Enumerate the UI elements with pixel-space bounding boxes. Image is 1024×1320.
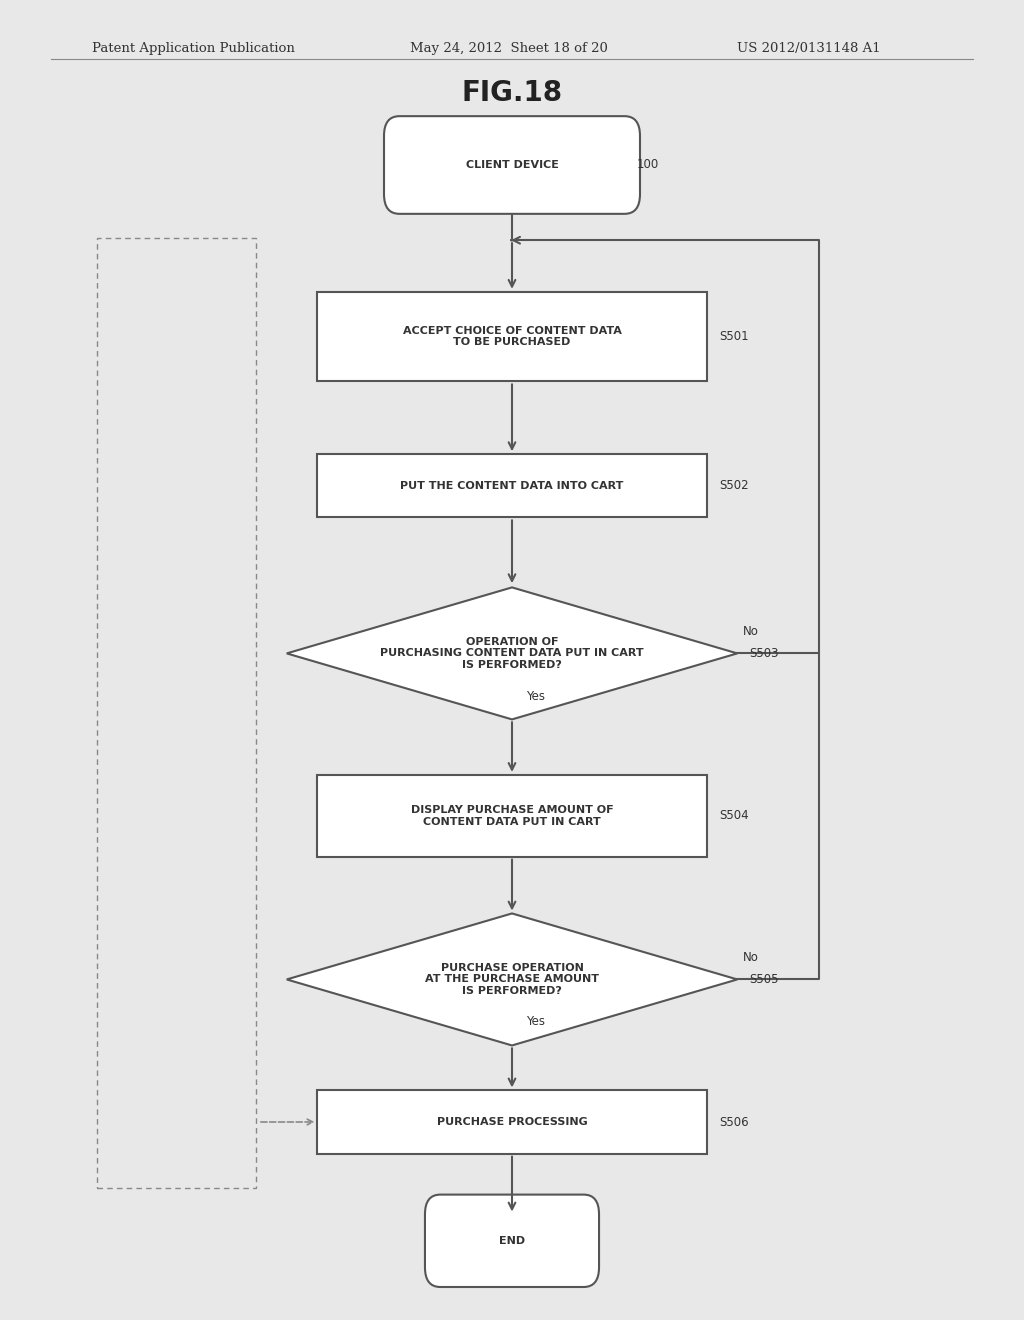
Text: 100: 100 — [637, 158, 659, 172]
Text: PURCHASE PROCESSING: PURCHASE PROCESSING — [436, 1117, 588, 1127]
Text: S506: S506 — [719, 1115, 749, 1129]
Text: S505: S505 — [750, 973, 779, 986]
Text: S502: S502 — [719, 479, 749, 492]
Text: END: END — [499, 1236, 525, 1246]
Text: OPERATION OF
PURCHASING CONTENT DATA PUT IN CART
IS PERFORMED?: OPERATION OF PURCHASING CONTENT DATA PUT… — [380, 636, 644, 671]
Bar — [317, 1090, 707, 1154]
Text: PUT THE CONTENT DATA INTO CART: PUT THE CONTENT DATA INTO CART — [400, 480, 624, 491]
FancyBboxPatch shape — [384, 116, 640, 214]
Polygon shape — [287, 587, 737, 719]
Text: No: No — [742, 950, 759, 964]
Bar — [317, 292, 707, 381]
Text: Yes: Yes — [526, 690, 546, 704]
Text: S503: S503 — [750, 647, 779, 660]
Text: Yes: Yes — [526, 1015, 546, 1028]
Text: Patent Application Publication: Patent Application Publication — [92, 42, 295, 55]
Text: ACCEPT CHOICE OF CONTENT DATA
TO BE PURCHASED: ACCEPT CHOICE OF CONTENT DATA TO BE PURC… — [402, 326, 622, 347]
Bar — [317, 454, 707, 517]
Text: FIG.18: FIG.18 — [462, 79, 562, 107]
Text: S504: S504 — [719, 809, 749, 822]
Bar — [317, 775, 707, 857]
Polygon shape — [287, 913, 737, 1045]
Text: PURCHASE OPERATION
AT THE PURCHASE AMOUNT
IS PERFORMED?: PURCHASE OPERATION AT THE PURCHASE AMOUN… — [425, 962, 599, 997]
Text: CLIENT DEVICE: CLIENT DEVICE — [466, 160, 558, 170]
Text: US 2012/0131148 A1: US 2012/0131148 A1 — [737, 42, 881, 55]
Text: S501: S501 — [719, 330, 749, 343]
Text: May 24, 2012  Sheet 18 of 20: May 24, 2012 Sheet 18 of 20 — [410, 42, 607, 55]
Text: DISPLAY PURCHASE AMOUNT OF
CONTENT DATA PUT IN CART: DISPLAY PURCHASE AMOUNT OF CONTENT DATA … — [411, 805, 613, 826]
Text: No: No — [742, 624, 759, 638]
FancyBboxPatch shape — [425, 1195, 599, 1287]
